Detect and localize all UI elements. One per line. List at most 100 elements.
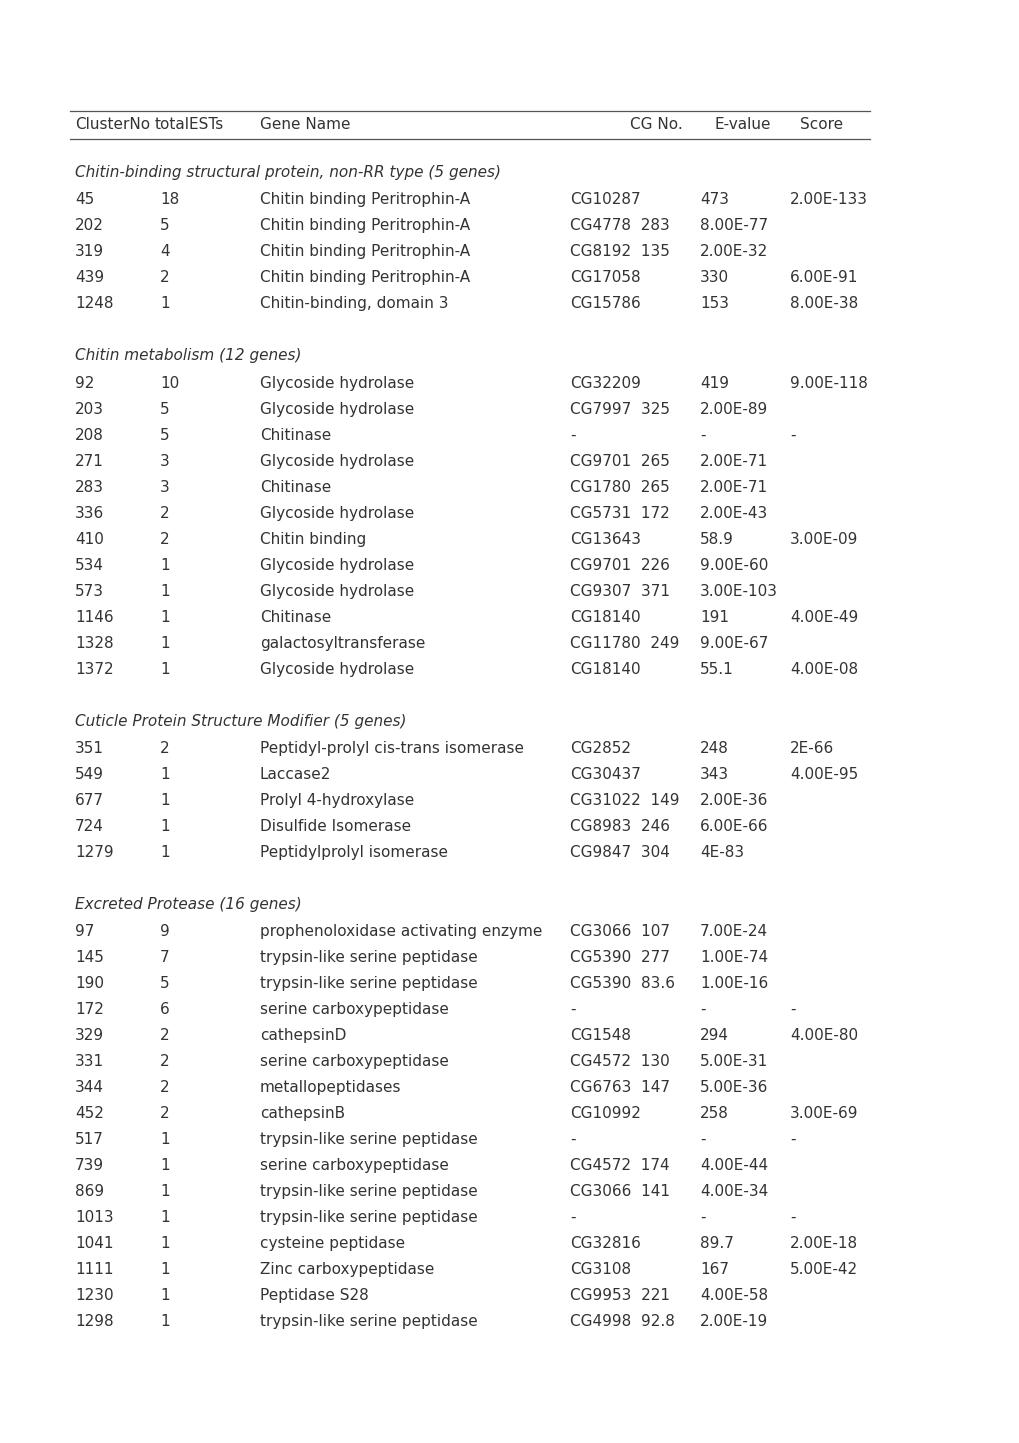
Text: 410: 410 xyxy=(75,531,104,547)
Text: 1: 1 xyxy=(160,583,169,599)
Text: 4.00E-44: 4.00E-44 xyxy=(699,1159,767,1173)
Text: 2: 2 xyxy=(160,270,169,286)
Text: CG30437: CG30437 xyxy=(570,766,640,782)
Text: CG5390  83.6: CG5390 83.6 xyxy=(570,977,675,991)
Text: 2.00E-18: 2.00E-18 xyxy=(790,1237,857,1251)
Text: 573: 573 xyxy=(75,583,104,599)
Text: Chitin binding Peritrophin-A: Chitin binding Peritrophin-A xyxy=(260,244,470,260)
Text: 153: 153 xyxy=(699,296,729,312)
Text: 167: 167 xyxy=(699,1263,729,1277)
Text: 1111: 1111 xyxy=(75,1263,113,1277)
Text: 1: 1 xyxy=(160,846,169,860)
Text: CG11780  249: CG11780 249 xyxy=(570,635,679,651)
Text: 2.00E-71: 2.00E-71 xyxy=(699,479,767,495)
Text: galactosyltransferase: galactosyltransferase xyxy=(260,635,425,651)
Text: 331: 331 xyxy=(75,1055,104,1069)
Text: CG8192  135: CG8192 135 xyxy=(570,244,669,260)
Text: 5: 5 xyxy=(160,218,169,234)
Text: 5: 5 xyxy=(160,401,169,417)
Text: 336: 336 xyxy=(75,505,104,521)
Text: Chitinase: Chitinase xyxy=(260,427,331,443)
Text: 10: 10 xyxy=(160,375,179,391)
Text: totalESTs: totalESTs xyxy=(155,117,224,131)
Text: E-value: E-value xyxy=(714,117,770,131)
Text: 172: 172 xyxy=(75,1003,104,1017)
Text: CG3108: CG3108 xyxy=(570,1263,631,1277)
Text: 319: 319 xyxy=(75,244,104,260)
Text: 419: 419 xyxy=(699,375,729,391)
Text: Chitinase: Chitinase xyxy=(260,609,331,625)
Text: Chitinase: Chitinase xyxy=(260,479,331,495)
Text: Cuticle Protein Structure Modifier (5 genes): Cuticle Protein Structure Modifier (5 ge… xyxy=(75,714,407,729)
Text: 7.00E-24: 7.00E-24 xyxy=(699,924,767,939)
Text: 248: 248 xyxy=(699,740,729,756)
Text: 2.00E-32: 2.00E-32 xyxy=(699,244,767,260)
Text: 190: 190 xyxy=(75,977,104,991)
Text: 517: 517 xyxy=(75,1133,104,1147)
Text: 6.00E-91: 6.00E-91 xyxy=(790,270,858,286)
Text: 2.00E-43: 2.00E-43 xyxy=(699,505,767,521)
Text: 1: 1 xyxy=(160,1237,169,1251)
Text: -: - xyxy=(570,1133,575,1147)
Text: 5.00E-31: 5.00E-31 xyxy=(699,1055,767,1069)
Text: CG4778  283: CG4778 283 xyxy=(570,218,669,234)
Text: -: - xyxy=(570,427,575,443)
Text: 1230: 1230 xyxy=(75,1289,113,1303)
Text: 4.00E-08: 4.00E-08 xyxy=(790,661,857,677)
Text: 191: 191 xyxy=(699,609,729,625)
Text: -: - xyxy=(699,1133,705,1147)
Text: 4.00E-80: 4.00E-80 xyxy=(790,1029,857,1043)
Text: Chitin binding Peritrophin-A: Chitin binding Peritrophin-A xyxy=(260,270,470,286)
Text: CG1548: CG1548 xyxy=(570,1029,631,1043)
Text: 5: 5 xyxy=(160,427,169,443)
Text: 1: 1 xyxy=(160,609,169,625)
Text: 2: 2 xyxy=(160,740,169,756)
Text: 3: 3 xyxy=(160,453,169,469)
Text: CG9701  226: CG9701 226 xyxy=(570,557,669,573)
Text: 5: 5 xyxy=(160,977,169,991)
Text: CG32816: CG32816 xyxy=(570,1237,640,1251)
Text: 1: 1 xyxy=(160,557,169,573)
Text: prophenoloxidase activating enzyme: prophenoloxidase activating enzyme xyxy=(260,924,542,939)
Text: Excreted Protease (16 genes): Excreted Protease (16 genes) xyxy=(75,898,302,912)
Text: Chitin-binding structural protein, non-RR type (5 genes): Chitin-binding structural protein, non-R… xyxy=(75,165,500,180)
Text: 1248: 1248 xyxy=(75,296,113,312)
Text: 1: 1 xyxy=(160,635,169,651)
Text: 89.7: 89.7 xyxy=(699,1237,733,1251)
Text: 1279: 1279 xyxy=(75,846,113,860)
Text: Zinc carboxypeptidase: Zinc carboxypeptidase xyxy=(260,1263,434,1277)
Text: 7: 7 xyxy=(160,949,169,965)
Text: cysteine peptidase: cysteine peptidase xyxy=(260,1237,405,1251)
Text: Chitin binding Peritrophin-A: Chitin binding Peritrophin-A xyxy=(260,192,470,208)
Text: 258: 258 xyxy=(699,1107,729,1121)
Text: 45: 45 xyxy=(75,192,94,208)
Text: 4.00E-49: 4.00E-49 xyxy=(790,609,857,625)
Text: trypsin-like serine peptidase: trypsin-like serine peptidase xyxy=(260,949,477,965)
Text: 1328: 1328 xyxy=(75,635,113,651)
Text: -: - xyxy=(570,1003,575,1017)
Text: Peptidylprolyl isomerase: Peptidylprolyl isomerase xyxy=(260,846,447,860)
Text: serine carboxypeptidase: serine carboxypeptidase xyxy=(260,1055,448,1069)
Text: 271: 271 xyxy=(75,453,104,469)
Text: CG13643: CG13643 xyxy=(570,531,640,547)
Text: CG10287: CG10287 xyxy=(570,192,640,208)
Text: -: - xyxy=(790,1211,795,1225)
Text: 5.00E-36: 5.00E-36 xyxy=(699,1081,767,1095)
Text: 203: 203 xyxy=(75,401,104,417)
Text: -: - xyxy=(790,1003,795,1017)
Text: 1.00E-74: 1.00E-74 xyxy=(699,949,767,965)
Text: CG9847  304: CG9847 304 xyxy=(570,846,669,860)
Text: CG4572  174: CG4572 174 xyxy=(570,1159,668,1173)
Text: 2.00E-89: 2.00E-89 xyxy=(699,401,767,417)
Text: 97: 97 xyxy=(75,924,95,939)
Text: 4E-83: 4E-83 xyxy=(699,846,744,860)
Text: 1: 1 xyxy=(160,1289,169,1303)
Text: CG18140: CG18140 xyxy=(570,661,640,677)
Text: Peptidyl-prolyl cis-trans isomerase: Peptidyl-prolyl cis-trans isomerase xyxy=(260,740,524,756)
Text: 1: 1 xyxy=(160,1315,169,1329)
Text: CG17058: CG17058 xyxy=(570,270,640,286)
Text: CG9701  265: CG9701 265 xyxy=(570,453,669,469)
Text: cathepsinD: cathepsinD xyxy=(260,1029,346,1043)
Text: 1: 1 xyxy=(160,766,169,782)
Text: 869: 869 xyxy=(75,1185,104,1199)
